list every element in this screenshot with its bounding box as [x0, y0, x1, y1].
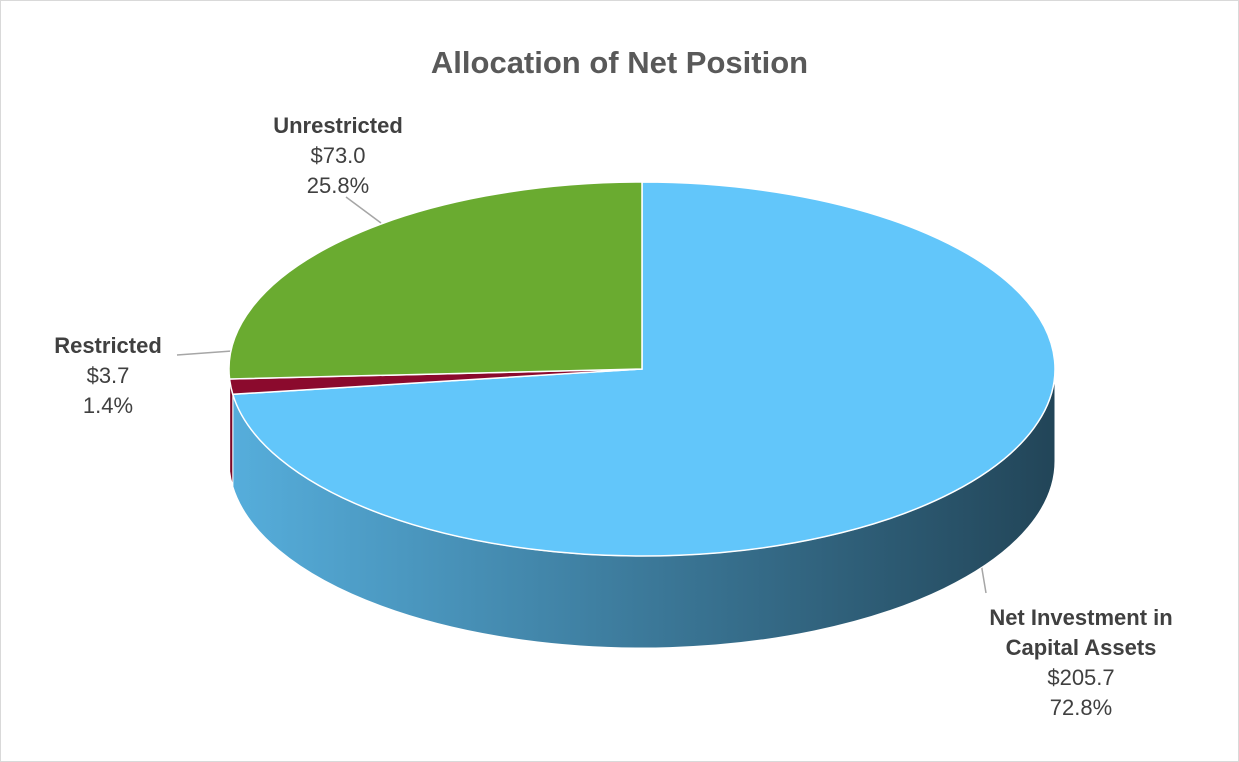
percent-label: 1.4%	[82, 393, 134, 418]
leader-line	[980, 562, 987, 594]
data-label: Net Investment in Capital Assets $205.7 72…	[956, 603, 1206, 723]
leader-line	[345, 196, 382, 224]
pie-slice	[228, 181, 643, 380]
value-label: $73.0	[310, 143, 366, 168]
percent-label: 72.8%	[1049, 695, 1113, 720]
category-label: Unrestricted	[273, 113, 403, 138]
data-label: Restricted $3.7 1.4%	[23, 331, 193, 421]
pie-slice-side	[228, 368, 231, 472]
percent-label: 25.8%	[306, 173, 370, 198]
category-label: Restricted	[54, 333, 162, 358]
value-label: $205.7	[1047, 665, 1115, 690]
data-label: Unrestricted $73.0 25.8%	[223, 111, 453, 201]
value-label: $3.7	[86, 363, 130, 388]
leader-line	[176, 350, 233, 356]
category-label: Net Investment in Capital Assets	[989, 605, 1173, 660]
pie-slice	[231, 181, 1056, 557]
chart-title: Allocation of Net Position	[430, 45, 809, 80]
